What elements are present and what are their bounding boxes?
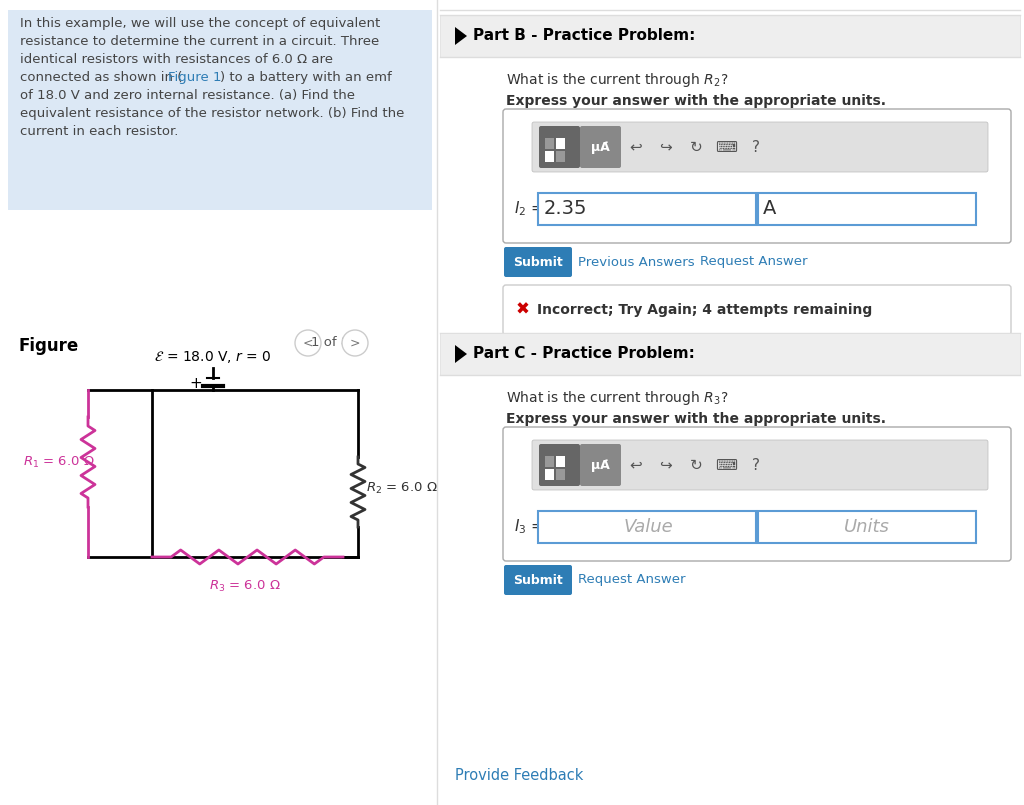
Text: Figure: Figure xyxy=(18,337,78,355)
Text: What is the current through $R_3$?: What is the current through $R_3$? xyxy=(506,389,728,407)
FancyBboxPatch shape xyxy=(532,440,988,490)
FancyBboxPatch shape xyxy=(532,122,988,172)
Text: Request Answer: Request Answer xyxy=(578,573,685,587)
Bar xyxy=(556,138,565,149)
FancyBboxPatch shape xyxy=(504,247,572,277)
Text: $\mathcal{E}$ = 18.0 V, $r$ = 0: $\mathcal{E}$ = 18.0 V, $r$ = 0 xyxy=(155,349,271,365)
Text: of 18.0 V and zero internal resistance. (a) Find the: of 18.0 V and zero internal resistance. … xyxy=(20,89,355,102)
FancyBboxPatch shape xyxy=(580,444,621,486)
Bar xyxy=(538,193,756,225)
Bar xyxy=(8,10,432,210)
Bar xyxy=(556,469,565,480)
Bar xyxy=(545,151,554,162)
Text: ?: ? xyxy=(752,457,760,473)
Text: A: A xyxy=(763,200,776,218)
Text: μȦ: μȦ xyxy=(591,459,609,472)
FancyBboxPatch shape xyxy=(503,285,1011,335)
Bar xyxy=(758,193,976,225)
FancyBboxPatch shape xyxy=(580,126,621,168)
Polygon shape xyxy=(455,345,467,363)
Text: ↻: ↻ xyxy=(689,457,702,473)
Text: Part B - Practice Problem:: Part B - Practice Problem: xyxy=(473,28,695,43)
Text: resistance to determine the current in a circuit. Three: resistance to determine the current in a… xyxy=(20,35,379,48)
Text: Part C - Practice Problem:: Part C - Practice Problem: xyxy=(473,346,695,361)
Bar xyxy=(545,469,554,480)
Text: $R_1$ = 6.0 Ω: $R_1$ = 6.0 Ω xyxy=(23,455,95,469)
Bar xyxy=(440,333,1020,375)
Text: Express your answer with the appropriate units.: Express your answer with the appropriate… xyxy=(506,94,886,108)
Text: ↪: ↪ xyxy=(659,457,673,473)
Bar xyxy=(545,456,554,467)
Text: ↻: ↻ xyxy=(689,139,702,155)
Text: ⌨: ⌨ xyxy=(715,139,737,155)
Bar xyxy=(538,511,756,543)
Text: ) to a battery with an emf: ) to a battery with an emf xyxy=(220,71,392,84)
Text: Express your answer with the appropriate units.: Express your answer with the appropriate… xyxy=(506,412,886,426)
Circle shape xyxy=(342,330,368,356)
Text: In this example, we will use the concept of equivalent: In this example, we will use the concept… xyxy=(20,17,380,30)
Text: $R_3$ = 6.0 Ω: $R_3$ = 6.0 Ω xyxy=(209,579,281,594)
Text: ?: ? xyxy=(752,139,760,155)
Text: 2.35: 2.35 xyxy=(544,200,588,218)
Text: $I_2$ =: $I_2$ = xyxy=(514,200,544,218)
Bar xyxy=(440,15,1020,57)
Text: $R_2$ = 6.0 Ω: $R_2$ = 6.0 Ω xyxy=(366,481,438,496)
FancyBboxPatch shape xyxy=(503,427,1011,561)
Text: ↩: ↩ xyxy=(630,139,642,155)
Text: Submit: Submit xyxy=(513,573,563,587)
Text: identical resistors with resistances of 6.0 Ω are: identical resistors with resistances of … xyxy=(20,53,333,66)
Text: What is the current through $R_2$?: What is the current through $R_2$? xyxy=(506,71,728,89)
Text: ↪: ↪ xyxy=(659,139,673,155)
Bar xyxy=(556,151,565,162)
Text: Submit: Submit xyxy=(513,255,563,269)
Text: +: + xyxy=(189,377,203,391)
FancyBboxPatch shape xyxy=(539,444,580,486)
Text: equivalent resistance of the resistor network. (b) Find the: equivalent resistance of the resistor ne… xyxy=(20,107,404,120)
Text: Units: Units xyxy=(844,518,890,536)
Text: ↩: ↩ xyxy=(630,457,642,473)
Bar xyxy=(758,511,976,543)
Bar xyxy=(556,456,565,467)
Text: connected as shown in (: connected as shown in ( xyxy=(20,71,182,84)
Text: μȦ: μȦ xyxy=(591,141,609,154)
Text: current in each resistor.: current in each resistor. xyxy=(20,125,178,138)
Text: Request Answer: Request Answer xyxy=(700,255,808,269)
Text: Figure 1: Figure 1 xyxy=(168,71,221,84)
Polygon shape xyxy=(455,27,467,45)
Text: 1 of 8: 1 of 8 xyxy=(311,336,349,349)
FancyBboxPatch shape xyxy=(504,565,572,595)
Circle shape xyxy=(295,330,321,356)
FancyBboxPatch shape xyxy=(539,126,580,168)
Text: $I_3$ =: $I_3$ = xyxy=(514,518,544,536)
Text: ⌨: ⌨ xyxy=(715,457,737,473)
Text: Value: Value xyxy=(624,518,673,536)
Text: Provide Feedback: Provide Feedback xyxy=(455,768,584,783)
Text: <: < xyxy=(303,336,313,349)
Bar xyxy=(545,138,554,149)
Text: >: > xyxy=(350,336,360,349)
Text: Previous Answers: Previous Answers xyxy=(578,255,694,269)
Text: ✖: ✖ xyxy=(516,301,530,319)
Text: Incorrect; Try Again; 4 attempts remaining: Incorrect; Try Again; 4 attempts remaini… xyxy=(537,303,872,317)
FancyBboxPatch shape xyxy=(503,109,1011,243)
